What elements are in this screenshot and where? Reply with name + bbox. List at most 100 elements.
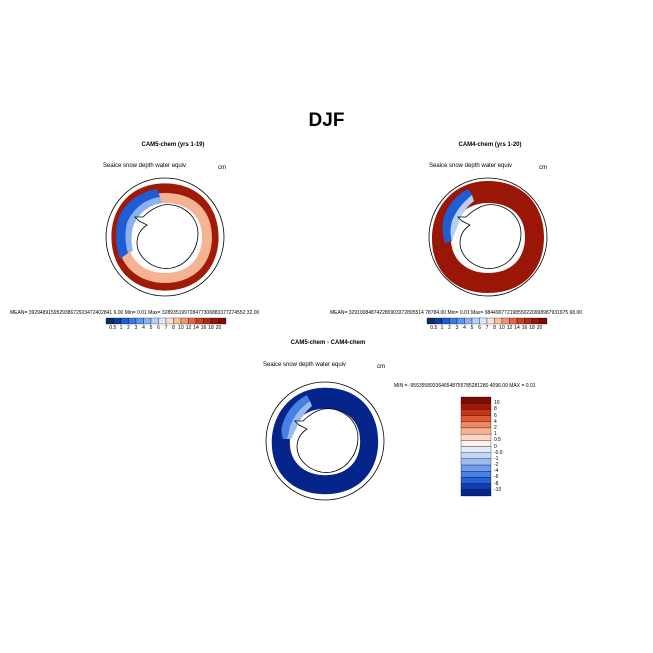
colorbar-tick-label: 12 [507,325,513,331]
colorbar-tick-label: 2 [448,325,451,331]
colorbar-tick-label: 6 [494,413,497,419]
colorbar-swatch [461,409,491,415]
colorbar-tick-label: 1 [494,431,497,437]
colorbar-swatch [487,318,495,324]
colorbar-swatch [525,318,533,324]
colorbar-swatch [106,318,114,324]
colorbar-swatch [461,440,491,446]
colorbar-swatch [196,318,204,324]
colorbar-swatch [174,318,182,324]
colorbar-tick-label: 2 [494,425,497,431]
colorbar-swatch [427,318,435,324]
colorbar-swatch [461,422,491,428]
panel1-variable: Seaice snow depth water equiv [103,163,186,169]
colorbar-tick-label: 14 [193,325,199,331]
colorbar-tick-label: 0 [494,444,497,450]
colorbar-tick-label: 10 [178,325,184,331]
panel1-stats: MEAN= 392948915952938672923472402841 6.0… [10,310,259,316]
colorbar-tick-label: 8 [494,406,497,412]
colorbar-tick-label: 16 [522,325,528,331]
colorbar-tick-label: -10 [494,487,501,493]
panel3-stats: MIN = -9553558933646548755785281280 4096… [394,383,536,389]
colorbar-tick-label: 0.5 [494,437,501,443]
colorbar-swatch [450,318,458,324]
colorbar-swatch [461,434,491,440]
colorbar-tick-label: 18 [208,325,214,331]
figure-title: DJF [0,110,653,132]
colorbar-tick-label: 7 [486,325,489,331]
panel2-colorbar [427,318,547,324]
panel3-units: cm [377,364,385,370]
colorbar-swatch [517,318,525,324]
panel2-title: CAM4-chem (yrs 1-20) [425,142,555,148]
colorbar-swatch [166,318,174,324]
colorbar-tick-label: 3 [456,325,459,331]
colorbar-swatch [461,397,491,403]
colorbar-swatch [457,318,465,324]
colorbar-swatch [435,318,443,324]
colorbar-swatch [461,465,491,471]
colorbar-swatch [144,318,152,324]
colorbar-tick-label: 1 [120,325,123,331]
colorbar-tick-label: 10 [494,400,500,406]
colorbar-swatch [129,318,137,324]
colorbar-tick-label: -1 [494,456,498,462]
panel1-units: cm [218,165,226,171]
panel3-map [265,381,385,501]
colorbar-swatch [114,318,122,324]
colorbar-swatch [442,318,450,324]
colorbar-swatch [204,318,212,324]
colorbar-tick-label: 1 [441,325,444,331]
colorbar-tick-label: 5 [150,325,153,331]
colorbar-tick-label: -8 [494,481,498,487]
colorbar-swatch [461,428,491,434]
colorbar-tick-label: 2 [127,325,130,331]
colorbar-swatch [189,318,197,324]
colorbar-swatch [465,318,473,324]
colorbar-swatch [540,318,548,324]
colorbar-tick-label: -6 [494,474,498,480]
colorbar-swatch [461,490,491,496]
colorbar-tick-label: 20 [216,325,222,331]
colorbar-tick-label: -0.5 [494,450,503,456]
colorbar-swatch [159,318,167,324]
colorbar-swatch [461,453,491,459]
colorbar-tick-label: 12 [186,325,192,331]
colorbar-tick-label: 4 [142,325,145,331]
colorbar-swatch [461,447,491,453]
colorbar-swatch [461,459,491,465]
colorbar-swatch [181,318,189,324]
panel2-map [428,177,548,297]
panel1-title: CAM5-chem (yrs 1-19) [108,142,238,148]
colorbar-swatch [461,403,491,409]
colorbar-swatch [461,471,491,477]
colorbar-tick-label: 20 [537,325,543,331]
colorbar-swatch [136,318,144,324]
panel2-units: cm [539,165,547,171]
colorbar-swatch [502,318,510,324]
colorbar-tick-label: 18 [529,325,535,331]
colorbar-tick-label: 3 [135,325,138,331]
colorbar-tick-label: 8 [172,325,175,331]
colorbar-swatch [121,318,129,324]
colorbar-swatch [151,318,159,324]
colorbar-tick-label: -2 [494,462,498,468]
colorbar-tick-label: 16 [201,325,207,331]
colorbar-tick-label: 0.5 [109,325,116,331]
panel1-map [105,177,225,297]
colorbar-tick-label: 10 [499,325,505,331]
panel3-variable: Seaice snow depth water equiv [263,362,346,368]
colorbar-swatch [461,484,491,490]
colorbar-swatch [461,416,491,422]
panel3-colorbar [461,397,491,496]
colorbar-tick-label: 7 [165,325,168,331]
colorbar-tick-label: 6 [478,325,481,331]
panel1-colorbar [106,318,226,324]
colorbar-swatch [532,318,540,324]
panel3-colorbar-labels: 10 8 6 4 2 1 0.5 0 -0.5 -1 -2 -4 -6 -8 -10 [494,397,524,496]
colorbar-tick-label: 4 [494,419,497,425]
colorbar-swatch [472,318,480,324]
panel2-variable: Seaice snow depth water equiv [429,163,512,169]
colorbar-tick-label: 5 [471,325,474,331]
colorbar-tick-label: 14 [514,325,520,331]
